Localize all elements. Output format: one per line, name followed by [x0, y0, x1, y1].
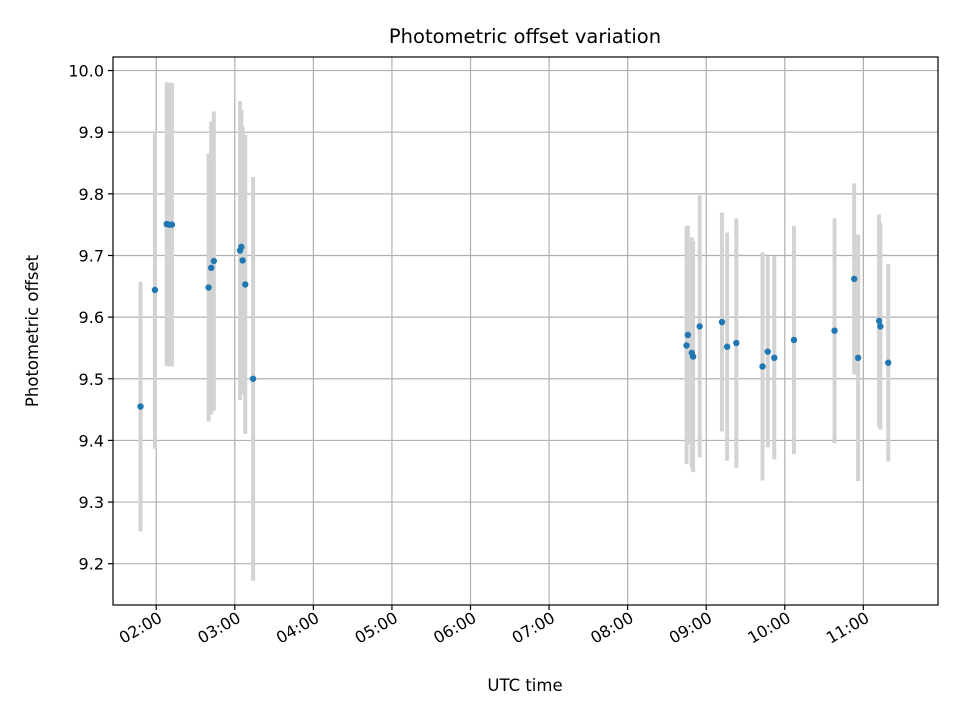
data-points	[137, 220, 892, 410]
data-point	[718, 318, 726, 326]
data-point	[696, 323, 703, 330]
y-tick-label: 9.3	[79, 493, 104, 512]
data-point	[875, 317, 883, 325]
y-tick-label: 9.6	[79, 308, 104, 327]
data-point	[854, 354, 862, 362]
y-tick-label: 9.7	[79, 246, 104, 265]
data-point	[239, 257, 246, 264]
data-point	[205, 284, 212, 291]
data-point	[689, 353, 697, 360]
x-axis-label: UTC time	[487, 676, 562, 695]
y-axis-label: Photometric offset	[23, 254, 42, 407]
data-point	[850, 275, 858, 283]
data-point	[790, 336, 798, 344]
data-point	[759, 363, 766, 370]
data-point	[683, 342, 690, 349]
y-tick-label: 9.4	[79, 431, 104, 450]
y-tick-label: 10.0	[68, 62, 104, 81]
data-point	[168, 221, 176, 228]
grid	[113, 57, 938, 605]
data-point	[723, 343, 731, 350]
y-tick-label: 9.8	[79, 185, 104, 204]
y-tick-label: 9.9	[79, 123, 104, 142]
data-point	[764, 348, 771, 355]
data-point	[249, 375, 257, 382]
y-tick-label: 9.5	[79, 370, 104, 389]
data-point	[242, 281, 249, 288]
data-point	[238, 243, 245, 251]
data-point	[877, 323, 884, 330]
data-point	[208, 264, 215, 272]
chart-title: Photometric offset variation	[389, 25, 661, 48]
data-point	[771, 354, 778, 362]
y-tick-label: 9.2	[79, 555, 104, 574]
data-point	[210, 257, 218, 265]
plot-area-frame	[112, 56, 939, 606]
data-point	[151, 286, 159, 294]
data-point	[885, 359, 892, 366]
data-point	[831, 327, 838, 334]
data-point	[137, 403, 144, 410]
data-point	[733, 339, 740, 347]
data-point	[684, 331, 692, 339]
